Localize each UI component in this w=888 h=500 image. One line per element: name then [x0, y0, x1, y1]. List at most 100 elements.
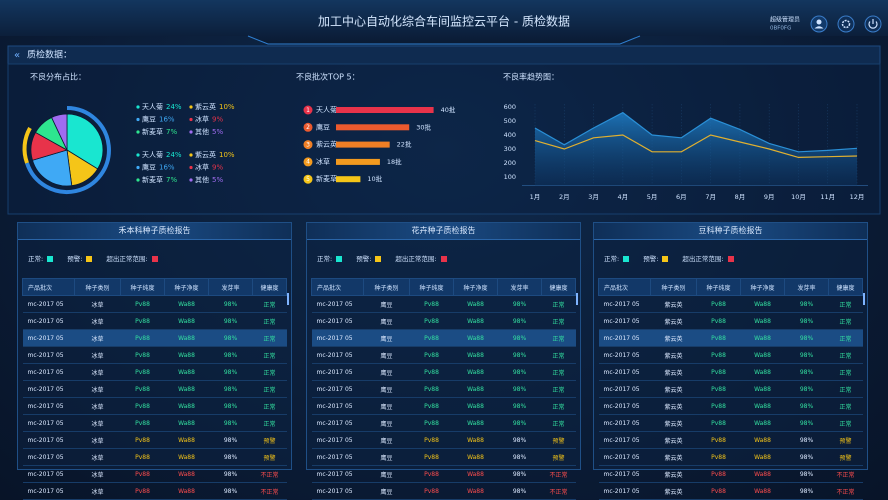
table-row[interactable]: mc-2017 05 鹰豆 Pv88 Wa88 98% 正常: [311, 397, 576, 415]
table-cell: 正常: [828, 380, 863, 398]
table-cell: 预警: [252, 431, 287, 449]
table-row[interactable]: mc-2017 05 冰草 Pv88 Wa88 98% 正常: [22, 397, 287, 415]
settings-button[interactable]: [837, 15, 855, 33]
legend-value: 16%: [159, 164, 175, 172]
table-cell: Wa88: [740, 465, 785, 483]
table-cell: 正常: [828, 346, 863, 364]
table-cell: 冰草: [74, 346, 121, 364]
table-cell: 紫云英: [650, 414, 697, 432]
table-row[interactable]: mc-2017 05 紫云英 Pv88 Wa88 98% 不正常: [598, 482, 863, 500]
table-cell: 鹰豆: [363, 465, 410, 483]
table-cell: 98%: [208, 312, 253, 330]
table-cell: mc-2017 05: [311, 448, 364, 466]
table-cell: 鹰豆: [363, 346, 410, 364]
scrollbar: [863, 293, 865, 305]
table-row[interactable]: mc-2017 05 鹰豆 Pv88 Wa88 98% 正常: [311, 329, 576, 347]
table-row[interactable]: mc-2017 05 冰草 Pv88 Wa88 98% 不正常: [22, 482, 287, 500]
table-cell: 正常: [252, 397, 287, 415]
table-cell: mc-2017 05: [598, 414, 651, 432]
column-header: 产品批次: [311, 278, 364, 296]
table-row[interactable]: mc-2017 05 鹰豆 Pv88 Wa88 98% 正常: [311, 346, 576, 364]
table-cell: 正常: [541, 380, 576, 398]
table-title: 花卉种子质检报告: [307, 223, 580, 240]
table-cell: 98%: [784, 414, 829, 432]
legend-swatch: [727, 256, 734, 262]
table-row[interactable]: mc-2017 05 冰草 Pv88 Wa88 98% 正常: [22, 414, 287, 432]
table-row[interactable]: mc-2017 05 冰草 Pv88 Wa88 98% 不正常: [22, 465, 287, 483]
table-cell: mc-2017 05: [311, 482, 364, 500]
table-row[interactable]: mc-2017 05 紫云英 Pv88 Wa88 98% 正常: [598, 312, 863, 330]
table-cell: Wa88: [740, 414, 785, 432]
quality-table: 产品批次 种子类别 种子纯度 种子净度 发芽率 健康度 mc-2017 05 紫云英 Pv88 W…: [598, 278, 863, 500]
table-row[interactable]: mc-2017 05 冰草 Pv88 Wa88 98% 预警: [22, 448, 287, 466]
table-row[interactable]: mc-2017 05 紫云英 Pv88 Wa88 98% 预警: [598, 448, 863, 466]
table-cell: 紫云英: [650, 346, 697, 364]
table-row[interactable]: mc-2017 05 鹰豆 Pv88 Wa88 98% 不正常: [311, 465, 576, 483]
status-legend: 正常: 预警: 超出正常范围:: [604, 253, 734, 263]
table-row[interactable]: mc-2017 05 鹰豆 Pv88 Wa88 98% 正常: [311, 380, 576, 398]
table-cell: 紫云英: [650, 465, 697, 483]
table-row[interactable]: mc-2017 05 鹰豆 Pv88 Wa88 98% 正常: [311, 295, 576, 313]
table-row[interactable]: mc-2017 05 冰草 Pv88 Wa88 98% 预警: [22, 431, 287, 449]
table-row[interactable]: mc-2017 05 鹰豆 Pv88 Wa88 98% 预警: [311, 431, 576, 449]
bar-value: 22批: [397, 140, 412, 149]
table-row[interactable]: mc-2017 05 冰草 Pv88 Wa88 98% 正常: [22, 295, 287, 313]
pie-slice: [51, 113, 68, 151]
column-header: 健康度: [828, 278, 863, 296]
table-cell: Pv88: [409, 363, 454, 381]
table-cell: 鹰豆: [363, 363, 410, 381]
legend-label: 预警:: [356, 255, 372, 263]
table-row[interactable]: mc-2017 05 鹰豆 Pv88 Wa88 98% 正常: [311, 363, 576, 381]
table-cell: 紫云英: [650, 448, 697, 466]
legend-item: 新麦草 7%: [142, 175, 177, 184]
table-cell: 鹰豆: [363, 380, 410, 398]
table-row[interactable]: mc-2017 05 冰草 Pv88 Wa88 98% 正常: [22, 346, 287, 364]
table-cell: 正常: [541, 329, 576, 347]
user-button[interactable]: [810, 15, 828, 33]
legend-label: 其他: [195, 175, 209, 184]
table-row[interactable]: mc-2017 05 冰草 Pv88 Wa88 98% 正常: [22, 312, 287, 330]
table-row[interactable]: mc-2017 05 紫云英 Pv88 Wa88 98% 正常: [598, 363, 863, 381]
table-cell: mc-2017 05: [311, 329, 364, 347]
legend-value: 24%: [166, 103, 182, 111]
table-row[interactable]: mc-2017 05 冰草 Pv88 Wa88 98% 正常: [22, 329, 287, 347]
table-row[interactable]: mc-2017 05 紫云英 Pv88 Wa88 98% 预警: [598, 431, 863, 449]
table-row[interactable]: mc-2017 05 紫云英 Pv88 Wa88 98% 正常: [598, 346, 863, 364]
table-row[interactable]: mc-2017 05 紫云英 Pv88 Wa88 98% 正常: [598, 397, 863, 415]
table-row[interactable]: mc-2017 05 鹰豆 Pv88 Wa88 98% 不正常: [311, 482, 576, 500]
table-row[interactable]: mc-2017 05 鹰豆 Pv88 Wa88 98% 正常: [311, 414, 576, 432]
table-row[interactable]: mc-2017 05 鹰豆 Pv88 Wa88 98% 预警: [311, 448, 576, 466]
table-cell: 冰草: [74, 380, 121, 398]
power-button[interactable]: [864, 15, 882, 33]
table-cell: Wa88: [164, 363, 209, 381]
table-row[interactable]: mc-2017 05 鹰豆 Pv88 Wa88 98% 正常: [311, 312, 576, 330]
table-cell: 不正常: [252, 482, 287, 500]
legend-item: 正常:: [28, 253, 54, 263]
bar: [336, 107, 434, 113]
table-cell: mc-2017 05: [598, 363, 651, 381]
table-row[interactable]: mc-2017 05 紫云英 Pv88 Wa88 98% 不正常: [598, 465, 863, 483]
table-cell: Wa88: [164, 380, 209, 398]
table-cell: Pv88: [409, 448, 454, 466]
table-cell: 紫云英: [650, 482, 697, 500]
rank-badge: [303, 157, 313, 167]
table-row[interactable]: mc-2017 05 紫云英 Pv88 Wa88 98% 正常: [598, 295, 863, 313]
table-row[interactable]: mc-2017 05 紫云英 Pv88 Wa88 98% 正常: [598, 329, 863, 347]
table-cell: Wa88: [453, 465, 498, 483]
legend-dot: [136, 130, 140, 134]
table-cell: Pv88: [696, 380, 741, 398]
table-row[interactable]: mc-2017 05 冰草 Pv88 Wa88 98% 正常: [22, 380, 287, 398]
legend-value: 24%: [166, 151, 182, 159]
header-edge: [247, 35, 641, 45]
table-cell: 98%: [497, 295, 542, 313]
table-cell: 正常: [541, 346, 576, 364]
table-row[interactable]: mc-2017 05 紫云英 Pv88 Wa88 98% 正常: [598, 380, 863, 398]
legend-dot: [189, 117, 193, 122]
table-row[interactable]: mc-2017 05 紫云英 Pv88 Wa88 98% 正常: [598, 414, 863, 432]
table-cell: Pv88: [409, 431, 454, 449]
table-cell: Pv88: [696, 397, 741, 415]
table-cell: 鹰豆: [363, 482, 410, 500]
table-row[interactable]: mc-2017 05 冰草 Pv88 Wa88 98% 正常: [22, 363, 287, 381]
table-cell: Wa88: [164, 465, 209, 483]
